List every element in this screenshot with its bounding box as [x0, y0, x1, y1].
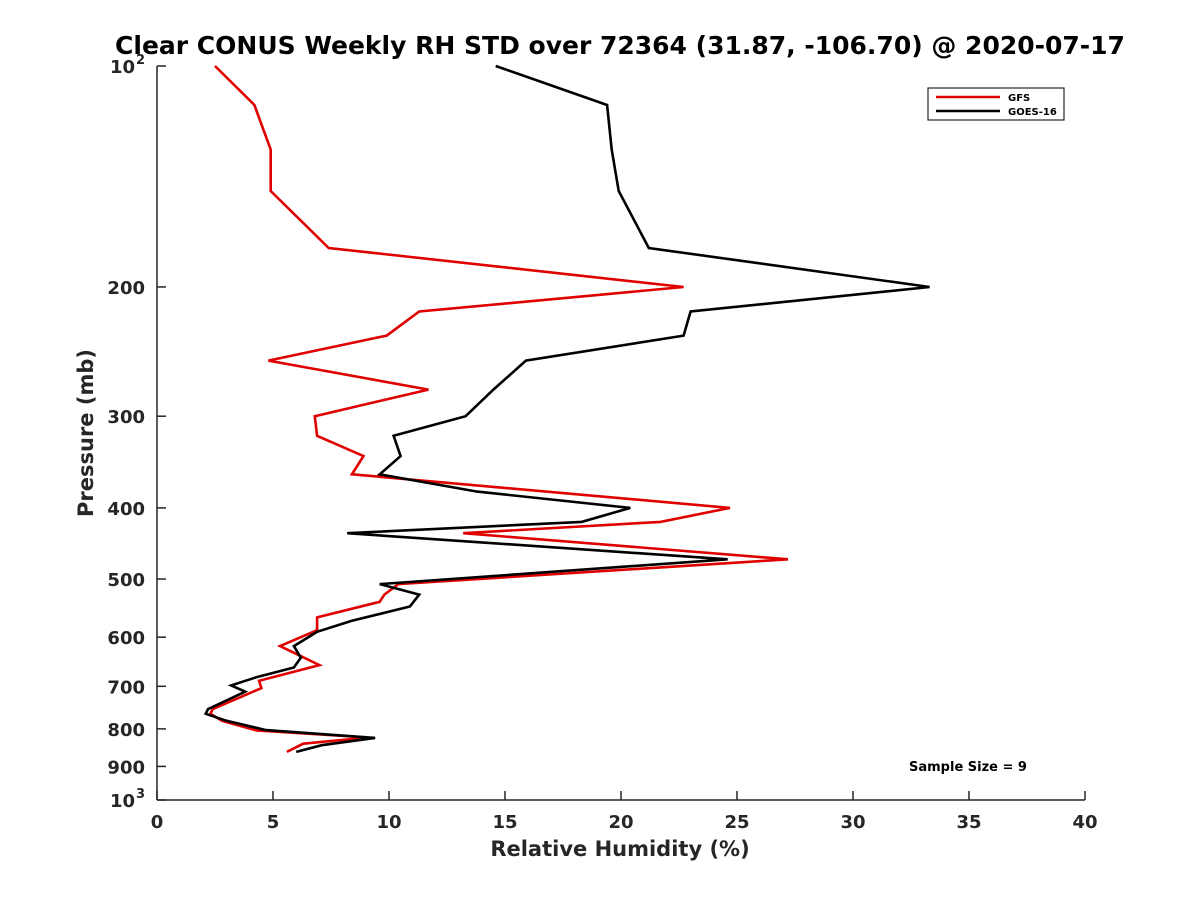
series-line-gfs — [208, 65, 789, 754]
y-tick-label: 900 — [107, 757, 145, 778]
sample-size-annotation: Sample Size = 9 — [909, 760, 1027, 775]
x-tick-label: 40 — [1072, 812, 1097, 833]
legend-label-goes-16: GOES-16 — [1008, 107, 1057, 118]
y-axis-label: Pressure (mb) — [74, 349, 98, 517]
y-tick-label-exponent: 2 — [136, 53, 145, 68]
x-axis-label: Relative Humidity (%) — [490, 837, 749, 861]
y-tick-label: 200 — [107, 278, 145, 299]
y-tick-label: 700 — [107, 677, 145, 698]
x-tick-label: 15 — [492, 812, 517, 833]
x-tick-label: 20 — [608, 812, 633, 833]
y-tick-label: 10 — [110, 791, 135, 812]
y-tick-label: 10 — [110, 57, 135, 78]
series-line-goes-16 — [203, 64, 930, 754]
x-tick-label: 10 — [376, 812, 401, 833]
legend: GFS GOES-16 — [927, 87, 1065, 121]
x-tick-label: 0 — [151, 812, 164, 833]
y-tick-label: 400 — [107, 499, 145, 520]
y-tick-label: 800 — [107, 720, 145, 741]
y-tick-label: 300 — [107, 407, 145, 428]
y-tick-label: 600 — [107, 628, 145, 649]
series-layer — [203, 64, 930, 754]
y-tick-label: 500 — [107, 570, 145, 591]
x-tick-label: 30 — [840, 812, 865, 833]
legend-box — [927, 87, 1065, 121]
x-tick-label: 5 — [267, 812, 280, 833]
x-tick-label: 25 — [724, 812, 749, 833]
legend-label-gfs: GFS — [1008, 93, 1030, 104]
x-tick-label: 35 — [956, 812, 981, 833]
y-tick-label-exponent: 3 — [136, 787, 145, 802]
chart-title: Clear CONUS Weekly RH STD over 72364 (31… — [115, 31, 1125, 60]
